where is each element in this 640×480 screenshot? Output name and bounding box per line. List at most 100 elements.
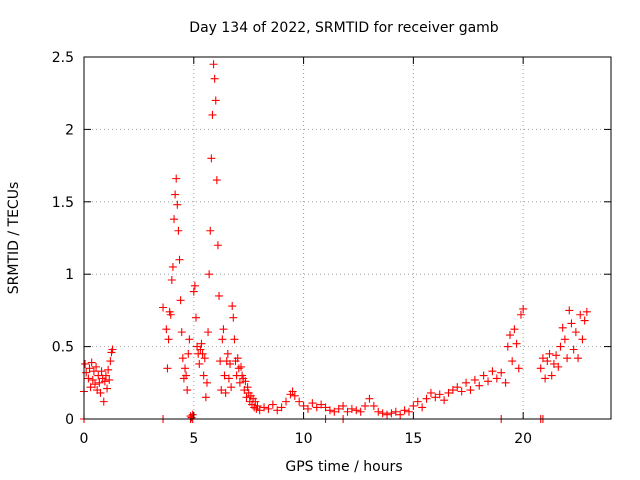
y-tick-label: 0.5	[52, 340, 74, 356]
data-point	[189, 287, 198, 296]
data-point	[582, 307, 591, 316]
data-point	[206, 226, 215, 235]
data-point	[492, 374, 501, 383]
data-point	[213, 241, 222, 250]
data-point	[212, 176, 221, 185]
data-point	[462, 378, 471, 387]
data-point	[512, 339, 521, 348]
data-point	[89, 367, 98, 376]
data-point	[218, 335, 227, 344]
data-point	[108, 345, 117, 354]
x-tick-label: 10	[295, 431, 313, 447]
data-point	[243, 383, 252, 392]
data-point	[558, 323, 567, 332]
data-point	[198, 349, 207, 358]
data-point	[228, 302, 237, 311]
data-point	[334, 404, 343, 413]
data-point	[168, 262, 177, 271]
data-point	[290, 391, 299, 400]
data-point	[510, 325, 519, 334]
data-point	[549, 359, 558, 368]
data-point	[95, 378, 104, 387]
data-point	[514, 364, 523, 373]
data-point	[217, 386, 226, 395]
data-point	[440, 396, 449, 405]
data-point	[418, 403, 427, 412]
data-point	[221, 388, 230, 397]
data-point	[183, 386, 192, 395]
data-point	[299, 401, 308, 410]
data-point	[426, 388, 435, 397]
data-point	[516, 310, 525, 319]
data-point	[234, 364, 243, 373]
data-point	[312, 403, 321, 412]
data-point	[308, 399, 317, 408]
data-point	[215, 291, 224, 300]
data-point	[191, 313, 200, 322]
data-point	[541, 374, 550, 383]
data-point	[576, 310, 585, 319]
data-point	[199, 371, 208, 380]
data-point	[211, 96, 220, 105]
data-point	[466, 386, 475, 395]
data-point	[190, 281, 199, 290]
x-tick-label: 5	[189, 431, 198, 447]
data-point	[166, 310, 175, 319]
data-point	[94, 371, 103, 380]
data-point	[159, 303, 168, 312]
data-point	[295, 397, 304, 406]
data-point	[184, 349, 193, 358]
data-point	[387, 409, 396, 418]
data-point	[574, 354, 583, 363]
data-point	[164, 335, 173, 344]
chart-title: Day 134 of 2022, SRMTID for receiver gam…	[189, 20, 499, 36]
grid	[84, 57, 611, 419]
data-point	[325, 406, 334, 415]
data-point	[457, 387, 466, 396]
data-point	[104, 365, 113, 374]
y-tick-label: 1	[65, 267, 74, 283]
data-point	[171, 190, 180, 199]
data-point	[479, 371, 488, 380]
data-point	[177, 328, 186, 337]
data-point	[99, 397, 108, 406]
data-point	[538, 354, 547, 363]
axis-ticks: 0 5 10 15 20 0 0.5 1 1.5 2 2.5	[52, 50, 611, 447]
data-point	[174, 226, 183, 235]
x-tick-label: 0	[80, 431, 89, 447]
data-point	[219, 325, 228, 334]
data-point	[578, 335, 587, 344]
data-point	[339, 401, 348, 410]
data-point	[273, 406, 282, 415]
data-point	[87, 358, 96, 367]
data-point	[565, 306, 574, 315]
data-point	[90, 380, 99, 389]
data-point	[470, 375, 479, 384]
data-point	[202, 378, 211, 387]
data-point	[321, 403, 330, 412]
data-point	[209, 60, 218, 69]
data-point	[396, 410, 405, 419]
data-point	[181, 364, 190, 373]
data-point	[343, 407, 352, 416]
data-point	[207, 154, 216, 163]
data-point	[453, 383, 462, 392]
data-point	[241, 377, 250, 386]
data-point	[409, 401, 418, 410]
data-point	[536, 364, 545, 373]
data-point	[378, 409, 387, 418]
data-point	[172, 174, 181, 183]
data-point	[224, 374, 233, 383]
data-point	[178, 354, 187, 363]
data-point	[96, 388, 105, 397]
data-point	[554, 362, 563, 371]
data-point	[519, 304, 528, 313]
data-point	[508, 357, 517, 366]
y-tick-label: 2	[65, 122, 74, 138]
data-point	[503, 342, 512, 351]
data-point	[88, 375, 97, 384]
data-point	[317, 400, 326, 409]
y-tick-label: 0	[65, 412, 74, 428]
x-tick-label: 15	[404, 431, 422, 447]
